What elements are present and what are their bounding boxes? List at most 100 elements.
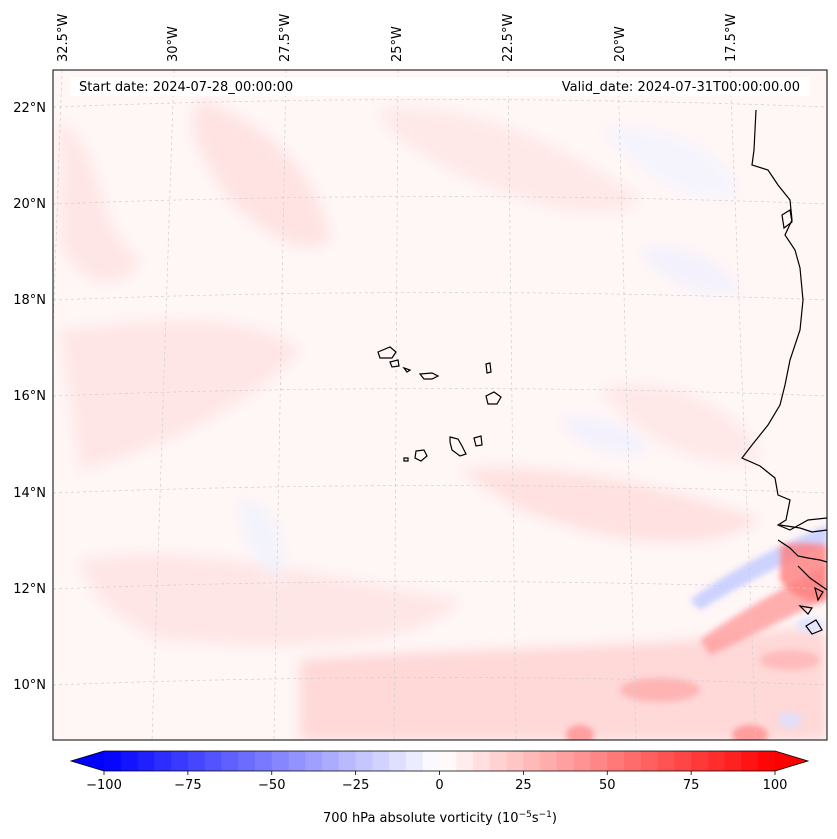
colorbar-segment: [271, 751, 290, 771]
vorticity-positive-region: [300, 628, 827, 740]
colorbar-segment: [204, 751, 223, 771]
latitude-labels: 22°N 20°N 18°N 16°N 14°N 12°N 10°N: [13, 101, 46, 693]
lon-label-25w: 25°W: [390, 26, 405, 62]
colorbar-segment: [473, 751, 491, 771]
colorbar-segment: [238, 751, 256, 771]
colorbar-segment: [338, 751, 357, 771]
vorticity-negative-region: [240, 500, 283, 580]
colorbar-segment: [288, 751, 306, 771]
colorbar-segment: [489, 751, 508, 771]
colorbar-segment: [758, 751, 776, 771]
colorbar-segment: [137, 751, 155, 771]
colorbar-segment: [322, 751, 340, 771]
vorticity-positive-cell: [760, 650, 820, 670]
colorbar-segment: [120, 751, 139, 771]
colorbar-label-suffix: ): [552, 811, 557, 826]
guinea-bissau-coastline: [777, 539, 827, 563]
meridian: [729, 70, 757, 740]
colorbar-segment: [724, 751, 743, 771]
lat-label-22n: 22°N: [13, 101, 46, 116]
lon-label-30w: 30°W: [166, 26, 181, 62]
vorticity-positive-cell: [566, 725, 594, 740]
banc-arguin-island: [781, 209, 793, 230]
colorbar-tick-label: 25: [515, 778, 532, 793]
lat-label-10n: 10°N: [13, 678, 46, 693]
colorbar-tick-label: 50: [599, 778, 616, 793]
colorbar-label-exp2: −1: [539, 810, 552, 820]
colorbar-label: 700 hPa absolute vorticity (10−5s−1): [323, 810, 557, 826]
meridian: [507, 70, 517, 740]
vorticity-contours: [60, 100, 827, 740]
gambia-coastline: [779, 524, 827, 533]
colorbar-ticks: −100 −75 −50 −25 0 25 50 75 100: [86, 771, 787, 793]
colorbar-segment: [691, 751, 709, 771]
colorbar-tick-label: −50: [258, 778, 285, 793]
colorbar-tick-label: −25: [342, 778, 369, 793]
parallel: [53, 292, 827, 301]
sao-nicolau-island: [418, 372, 440, 380]
vorticity-strong-features: [566, 525, 827, 740]
guinea-coastline: [797, 565, 827, 591]
santiago-island: [449, 436, 467, 457]
colorbar-segment: [456, 751, 474, 771]
vorticity-negative-region: [600, 128, 740, 197]
colorbar-segment: [171, 751, 189, 771]
colorbar-segment: [741, 751, 759, 771]
map-frame: [52, 69, 828, 741]
colorbar-segment: [221, 751, 239, 771]
colorbar-max-extension: [775, 751, 808, 771]
longitude-labels: 32.5°W 30°W 27.5°W 25°W 22.5°W 20°W 17.5…: [56, 14, 739, 62]
valid-date-label: Valid_date: 2024-07-31T00:00:00.00: [562, 80, 800, 95]
lon-label-17-5w: 17.5°W: [724, 14, 739, 62]
colorbar-segment: [707, 751, 726, 771]
colorbar-min-extension: [71, 751, 104, 771]
vorticity-positive-region: [460, 468, 760, 543]
colorbar-segments: [71, 751, 808, 771]
colorbar-segment: [506, 751, 524, 771]
colorbar-segment: [607, 751, 625, 771]
vorticity-positive-region: [80, 554, 460, 646]
colorbar-segment: [439, 751, 457, 771]
colorbar-segment: [657, 751, 675, 771]
colorbar-segment: [573, 751, 592, 771]
colorbar-segment: [674, 751, 692, 771]
boa-vista-island: [485, 391, 502, 405]
meridian: [617, 70, 637, 740]
colorbar-segment: [422, 751, 441, 771]
colorbar-tick-label: −75: [174, 778, 201, 793]
colorbar-segment: [405, 751, 424, 771]
lat-label-18n: 18°N: [13, 293, 46, 308]
colorbar-tick-label: 0: [435, 778, 443, 793]
vorticity-positive-cell: [732, 725, 768, 740]
colorbar-segment: [254, 751, 273, 771]
vorticity-positive-region: [60, 120, 140, 282]
colorbar-segment: [640, 751, 659, 771]
parallel: [53, 485, 827, 494]
vorticity-positive-region: [380, 108, 640, 213]
brava-island: [403, 457, 409, 462]
colorbar-tick-label: −100: [86, 778, 122, 793]
colorbar-segment: [556, 751, 575, 771]
colorbar-segment: [590, 751, 608, 771]
colorbar-tick-label: 75: [683, 778, 700, 793]
sal-island: [485, 362, 492, 374]
meridian: [273, 70, 287, 740]
vorticity-negative-cell: [778, 712, 802, 728]
parallel: [53, 196, 827, 205]
vorticity-positive-region: [600, 385, 760, 462]
lon-label-32-5w: 32.5°W: [56, 14, 71, 62]
start-date-label: Start date: 2024-07-28_00:00:00: [79, 80, 293, 95]
coastlines: [377, 109, 827, 635]
fogo-island: [414, 449, 428, 462]
africa-coastline: [741, 109, 827, 531]
colorbar-segment: [389, 751, 407, 771]
colorbar-segment: [523, 751, 541, 771]
sao-vicente-island: [389, 359, 400, 368]
meridian: [151, 70, 175, 740]
colorbar-label-exp1: −5: [519, 810, 532, 820]
lat-label-12n: 12°N: [13, 582, 46, 597]
bijagos-islands: [798, 586, 824, 635]
vorticity-positive-cell: [620, 678, 700, 702]
colorbar-segment: [540, 751, 558, 771]
